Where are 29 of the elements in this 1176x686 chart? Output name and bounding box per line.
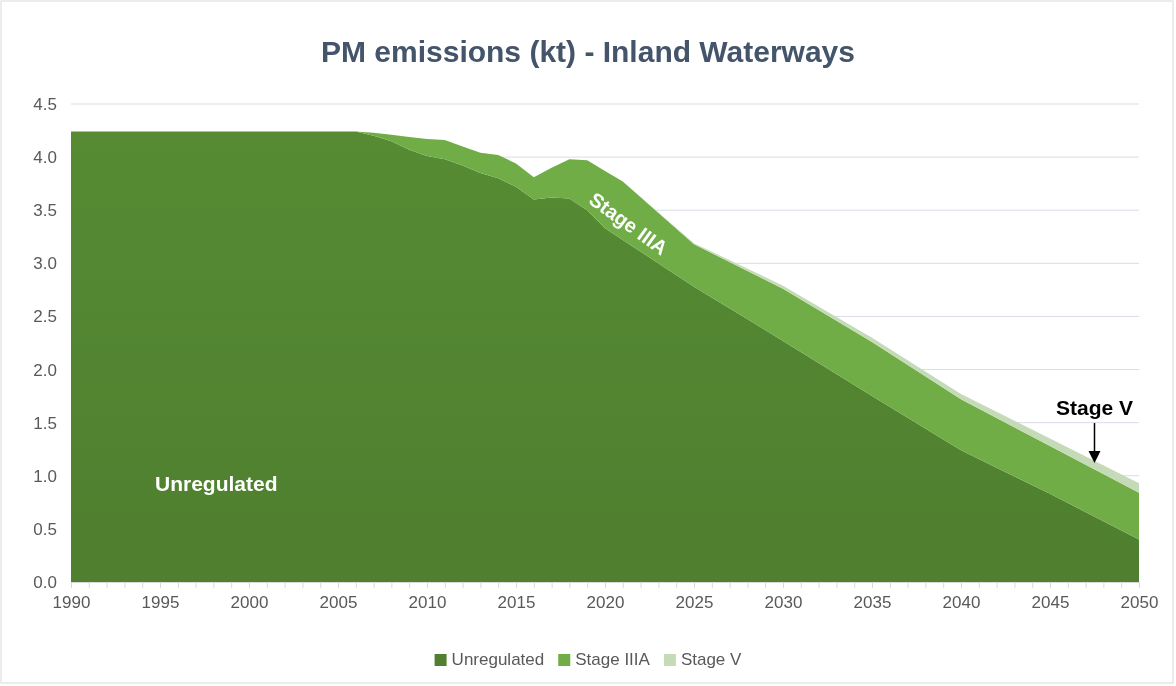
x-tick-label: 2025 <box>675 593 714 612</box>
x-tick-label: 2010 <box>408 593 447 612</box>
annotation: Stage V <box>1055 396 1134 420</box>
y-tick-label: 4.5 <box>33 94 57 114</box>
x-tick-label: 2035 <box>853 593 892 612</box>
x-tick-label: 2005 <box>319 593 358 612</box>
x-tick-label: 2020 <box>586 593 625 612</box>
x-tick-label: 1995 <box>141 593 180 612</box>
x-tick-label: 2050 <box>1120 593 1159 612</box>
legend-label: Unregulated <box>451 650 545 669</box>
x-tick-label: 2040 <box>942 593 981 612</box>
x-tick-label: 1990 <box>52 593 91 612</box>
y-tick-label: 3.5 <box>33 201 57 221</box>
legend-label: Stage IIIA <box>575 650 651 669</box>
y-tick-label: 4.0 <box>33 148 57 168</box>
annotation: Unregulated <box>154 472 278 496</box>
x-tick-label: 2015 <box>497 593 536 612</box>
y-tick-label: 0.0 <box>33 572 57 592</box>
x-tick-label: 2000 <box>230 593 269 612</box>
y-tick-label: 2.0 <box>33 360 57 380</box>
y-tick-label: 2.5 <box>33 307 57 327</box>
x-tick-label: 2045 <box>1031 593 1070 612</box>
chart-title: PM emissions (kt) - Inland Waterways <box>320 35 856 68</box>
y-tick-label: 3.0 <box>33 254 57 274</box>
y-tick-label: 1.0 <box>33 466 57 486</box>
y-tick-label: 0.5 <box>33 519 57 539</box>
x-tick-label: 2030 <box>764 593 803 612</box>
legend-label: Stage V <box>680 650 743 669</box>
y-tick-label: 1.5 <box>33 413 57 433</box>
